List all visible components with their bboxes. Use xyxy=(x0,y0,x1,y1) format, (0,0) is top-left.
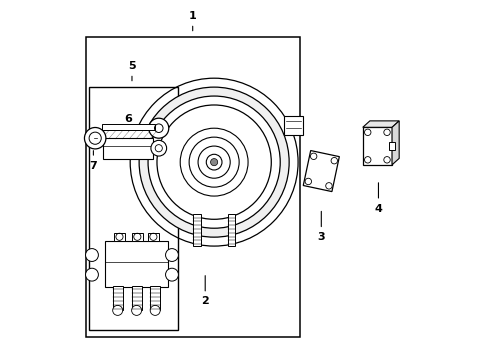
Text: 7: 7 xyxy=(89,150,97,171)
Circle shape xyxy=(150,305,160,315)
Circle shape xyxy=(305,178,311,185)
Bar xyxy=(388,142,394,150)
Bar xyxy=(147,233,159,241)
Bar xyxy=(283,116,303,135)
Bar xyxy=(193,214,200,246)
Bar xyxy=(102,123,155,130)
Bar xyxy=(114,233,125,241)
Circle shape xyxy=(383,157,389,163)
Bar xyxy=(112,286,122,310)
Circle shape xyxy=(165,249,178,261)
Text: 4: 4 xyxy=(374,183,382,213)
Circle shape xyxy=(165,268,178,281)
Bar xyxy=(131,286,142,310)
Bar xyxy=(89,87,178,330)
Bar xyxy=(131,233,143,241)
Circle shape xyxy=(210,158,217,166)
Polygon shape xyxy=(362,121,398,127)
Circle shape xyxy=(330,157,337,164)
Bar xyxy=(362,127,391,165)
Circle shape xyxy=(148,96,280,228)
Circle shape xyxy=(112,305,122,315)
Bar xyxy=(227,214,234,246)
Polygon shape xyxy=(391,121,398,165)
Text: 3: 3 xyxy=(317,211,325,242)
Circle shape xyxy=(310,153,316,159)
Circle shape xyxy=(139,87,288,237)
Circle shape xyxy=(131,305,142,315)
Bar xyxy=(103,138,153,158)
Text: 2: 2 xyxy=(201,276,209,306)
Circle shape xyxy=(148,118,168,138)
Bar xyxy=(105,241,167,287)
Circle shape xyxy=(151,140,166,156)
Bar xyxy=(150,286,160,310)
Polygon shape xyxy=(98,130,157,139)
Circle shape xyxy=(85,249,98,261)
Polygon shape xyxy=(303,150,339,192)
Circle shape xyxy=(325,183,331,189)
Circle shape xyxy=(84,127,106,149)
Circle shape xyxy=(364,129,370,135)
Circle shape xyxy=(383,129,389,135)
Circle shape xyxy=(364,157,370,163)
Text: 6: 6 xyxy=(124,114,132,131)
Text: 1: 1 xyxy=(188,11,196,31)
Circle shape xyxy=(85,268,98,281)
Bar xyxy=(85,37,299,337)
Text: 5: 5 xyxy=(128,61,136,81)
